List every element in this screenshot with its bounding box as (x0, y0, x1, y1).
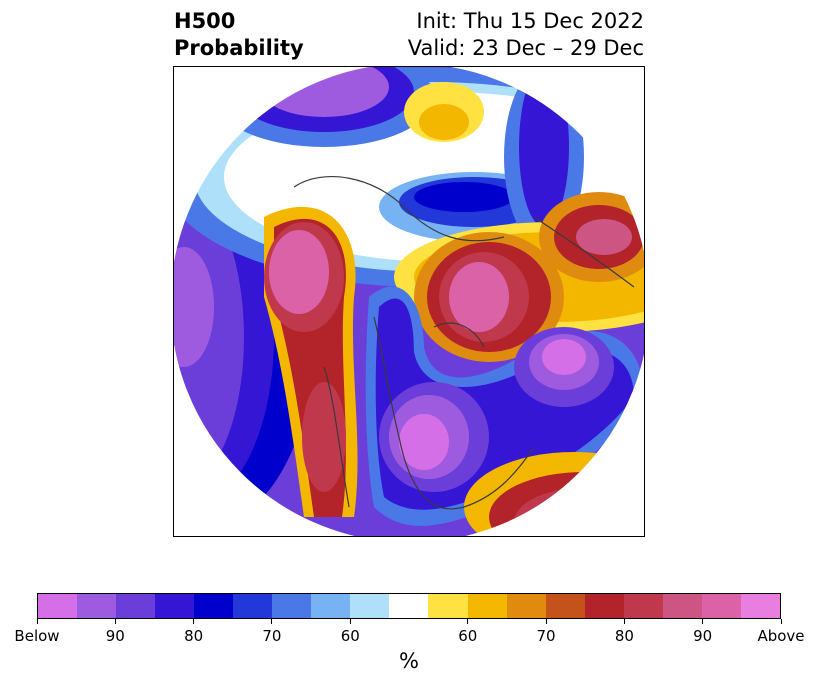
colorbar-tick (271, 619, 273, 624)
colorbar-tick-label: 70 (536, 627, 556, 645)
colorbar-tick (702, 619, 704, 624)
colorbar-tick (36, 619, 38, 624)
map-title-left: H500 Probability (174, 8, 304, 62)
colorbar-segment (233, 594, 273, 618)
colorbar (37, 593, 781, 619)
colorbar-segment (584, 594, 624, 618)
colorbar-tick-label: 80 (614, 627, 634, 645)
colorbar-segment (350, 594, 390, 618)
colorbar-segment (311, 594, 351, 618)
colorbar-segment (272, 594, 312, 618)
probability-map (173, 66, 645, 537)
colorbar-segment (506, 594, 546, 618)
colorbar-tick (780, 619, 782, 624)
colorbar-tick-label: 80 (184, 627, 204, 645)
colorbar-tick-label: Above (757, 627, 805, 645)
map-title-right: Init: Thu 15 Dec 2022 Valid: 23 Dec – 29… (408, 8, 644, 62)
colorbar-units: % (399, 649, 419, 673)
colorbar-tick-label: Below (14, 627, 60, 645)
colorbar-segment (116, 594, 156, 618)
colorbar-segment (740, 594, 780, 618)
colorbar-tick-label: 90 (693, 627, 713, 645)
title-product: Probability (174, 36, 304, 60)
colorbar-segment (389, 594, 429, 618)
colorbar-segment (194, 594, 234, 618)
coastlines (293, 176, 635, 510)
colorbar-segment (545, 594, 585, 618)
colorbar-tick-label: 90 (105, 627, 125, 645)
colorbar-tick-label: 60 (458, 627, 478, 645)
title-init-date: Init: Thu 15 Dec 2022 (416, 9, 644, 33)
probability-field (174, 67, 644, 536)
map-canvas (174, 67, 644, 536)
colorbar-tick (349, 619, 351, 624)
colorbar-segment (77, 594, 117, 618)
title-variable: H500 (174, 9, 236, 33)
colorbar-tick-label: 70 (262, 627, 282, 645)
colorbar-segment (701, 594, 741, 618)
colorbar-segment (155, 594, 195, 618)
colorbar-tick (114, 619, 116, 624)
colorbar-segment (428, 594, 468, 618)
colorbar-tick (545, 619, 547, 624)
colorbar-tick (193, 619, 195, 624)
colorbar-segment (467, 594, 507, 618)
title-valid-range: Valid: 23 Dec – 29 Dec (407, 36, 644, 60)
colorbar-tick (623, 619, 625, 624)
colorbar-segment (38, 594, 78, 618)
colorbar-segment (623, 594, 663, 618)
colorbar-tick (467, 619, 469, 624)
colorbar-tick-label: 60 (340, 627, 360, 645)
colorbar-segment (662, 594, 702, 618)
